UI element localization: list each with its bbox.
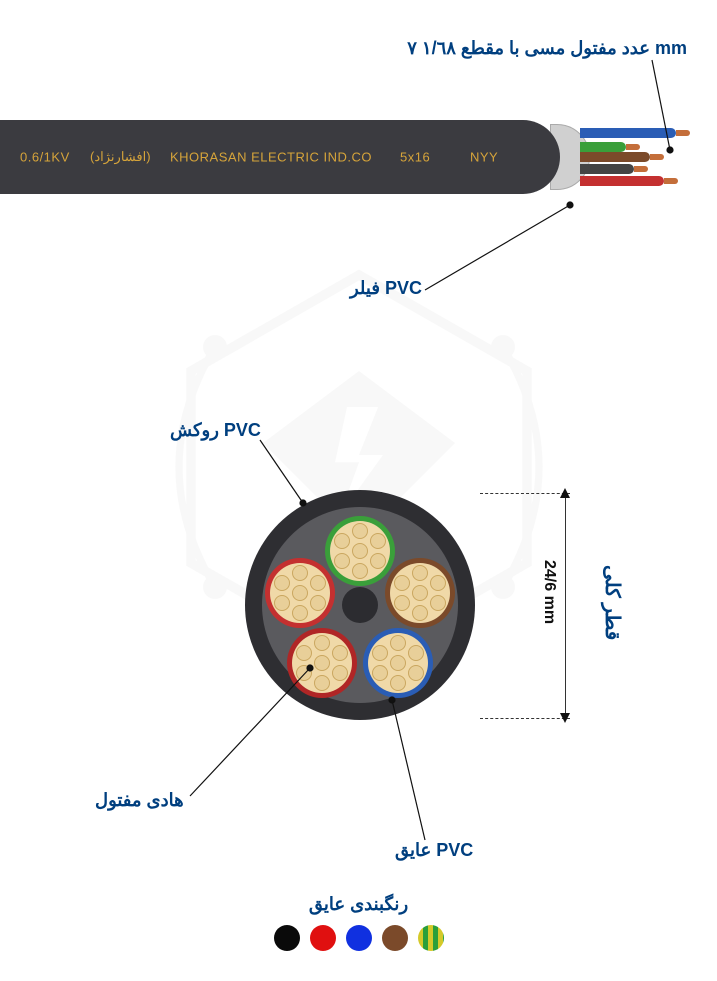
print-size: 5x16 (400, 150, 430, 165)
protruding-cores (580, 128, 680, 186)
cable-cross-section (245, 490, 475, 720)
core (265, 558, 335, 628)
dim-arrows (560, 488, 572, 724)
label-sheath: روکش PVC (170, 420, 261, 441)
core (325, 516, 395, 586)
core (287, 628, 357, 698)
side-core (580, 164, 634, 174)
diameter-label: قطر کلی (600, 565, 624, 640)
legend-color-dot (382, 925, 408, 951)
print-brand-fa: (افشارنژاد) (90, 149, 151, 165)
side-core (580, 128, 676, 138)
label-copper-strands: ۷ عدد مفتول مسی با مقطع ۱/٦۸ mm (407, 38, 687, 59)
core (385, 558, 455, 628)
label-filler: فیلر PVC (350, 278, 422, 299)
side-core (580, 152, 650, 162)
legend-color-dot (310, 925, 336, 951)
label-conductor: هادی مفتول (95, 790, 184, 811)
dim-bottom-line (480, 718, 570, 719)
print-type: NYY (470, 150, 498, 165)
side-core (580, 142, 626, 152)
dim-top-line (480, 493, 570, 494)
diameter-value: 24/6 mm (540, 560, 558, 624)
legend-dots-row (274, 925, 444, 951)
core (363, 628, 433, 698)
print-voltage: 0.6/1KV (20, 150, 70, 165)
center-filler-dot (342, 587, 378, 623)
legend-color-dot (346, 925, 372, 951)
side-core (580, 176, 664, 186)
cable-side-view: 0.6/1KV (افشارنژاد) KHORASAN ELECTRIC IN… (0, 120, 590, 194)
cable-jacket: 0.6/1KV (افشارنژاد) KHORASAN ELECTRIC IN… (0, 120, 560, 194)
label-insulation: عایق PVC (395, 840, 473, 861)
color-legend: رنگبندی عایق (274, 894, 444, 951)
legend-color-dot (418, 925, 444, 951)
legend-title: رنگبندی عایق (274, 894, 444, 915)
legend-color-dot (274, 925, 300, 951)
print-brand-en: KHORASAN ELECTRIC IND.CO (170, 150, 372, 165)
